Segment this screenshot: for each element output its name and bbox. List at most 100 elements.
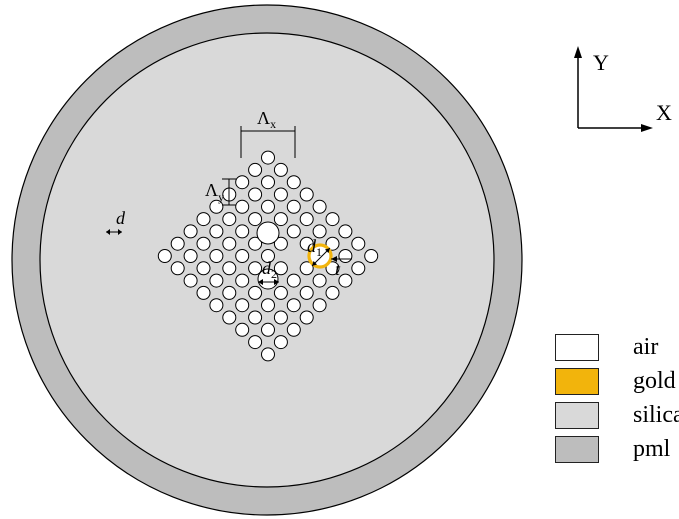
air-hole (248, 162, 263, 177)
air-hole (351, 236, 366, 251)
air-hole (312, 224, 327, 239)
air-hole (286, 199, 301, 214)
air-hole (261, 199, 275, 214)
air-hole (248, 187, 263, 202)
air-hole (273, 335, 288, 350)
air-hole (222, 285, 237, 300)
d2-label: d2 (262, 258, 277, 281)
air-hole (261, 249, 275, 263)
air-hole (299, 261, 314, 276)
air-hole (235, 175, 250, 190)
air-hole (325, 212, 340, 227)
air-hole (209, 273, 224, 288)
air-hole (235, 199, 250, 214)
air-hole (222, 310, 237, 325)
air-hole (157, 249, 172, 263)
air-hole (338, 273, 353, 288)
d-label: d (116, 208, 126, 228)
d1-dimension: d1 (307, 236, 331, 267)
gold-coated-air-hole (307, 243, 333, 269)
air-hole (299, 212, 314, 227)
air-hole (261, 175, 275, 190)
air-hole (196, 236, 211, 251)
air-hole (286, 224, 301, 239)
air-hole (261, 322, 275, 337)
lambda-x-label: Λx (257, 108, 276, 131)
air-hole (248, 310, 263, 325)
d2-dimension: d2 (258, 258, 279, 285)
air-hole (299, 187, 314, 202)
air-hole (299, 236, 314, 251)
x-axis-label: X (656, 100, 672, 125)
air-hole (273, 162, 288, 177)
lambda-y-label: Λy (205, 180, 224, 204)
air-hole (325, 285, 340, 300)
t-label: t (335, 259, 341, 279)
air-hole (261, 298, 275, 313)
d1-label: d1 (307, 236, 322, 259)
air-hole (299, 285, 314, 300)
legend-swatch-air (555, 334, 599, 361)
air-hole (273, 236, 288, 251)
air-hole (286, 298, 301, 313)
air-hole (170, 236, 185, 251)
air-hole (299, 310, 314, 325)
lambda-y-dimension: Λy (205, 178, 236, 206)
d-dimension: d (106, 208, 126, 235)
air-hole (325, 236, 340, 251)
legend-label-air: air (633, 334, 659, 360)
air-hole (248, 335, 263, 350)
central-air-hole (256, 221, 280, 245)
air-hole (222, 261, 237, 276)
air-hole (248, 212, 263, 227)
t-dimension: t (331, 256, 352, 279)
air-hole (222, 236, 237, 251)
air-hole (286, 175, 301, 190)
air-hole (170, 261, 185, 276)
air-hole (196, 261, 211, 276)
air-hole (273, 212, 288, 227)
legend-swatch-silica (555, 402, 599, 429)
air-hole (351, 261, 366, 276)
air-hole (235, 322, 250, 337)
legend-label-gold: gold (633, 368, 676, 394)
air-hole (235, 224, 250, 239)
air-hole (312, 298, 327, 313)
air-hole (338, 224, 353, 239)
air-hole (273, 187, 288, 202)
air-hole (209, 249, 224, 263)
air-hole (286, 322, 301, 337)
air-hole (273, 261, 288, 276)
air-hole (235, 249, 250, 263)
air-hole (248, 236, 263, 251)
y-axis-label: Y (593, 50, 609, 75)
legend-label-pml: pml (633, 436, 671, 462)
air-hole (183, 273, 198, 288)
air-hole (248, 261, 263, 276)
air-hole (273, 310, 288, 325)
y-arrow-icon (574, 46, 582, 58)
x-arrow-icon (641, 124, 653, 132)
air-hole (273, 285, 288, 300)
air-hole (196, 285, 211, 300)
air-hole (286, 273, 301, 288)
air-hole (235, 298, 250, 313)
air-hole (235, 273, 250, 288)
lambda-x-dimension: Λx (240, 108, 296, 158)
air-hole (183, 224, 198, 239)
legend-swatch-gold (555, 368, 599, 395)
legend-label-silica: silica (633, 402, 679, 428)
air-hole (248, 285, 263, 300)
legend-swatch-pml (555, 436, 599, 463)
air-hole-lattice (157, 150, 379, 362)
air-hole (312, 199, 327, 214)
air-hole (209, 298, 224, 313)
air-hole (222, 212, 237, 227)
air-hole (183, 249, 198, 263)
air-hole (209, 199, 224, 214)
air-hole (312, 273, 327, 288)
air-hole (261, 150, 275, 165)
air-hole (196, 212, 211, 227)
air-hole (338, 249, 353, 263)
